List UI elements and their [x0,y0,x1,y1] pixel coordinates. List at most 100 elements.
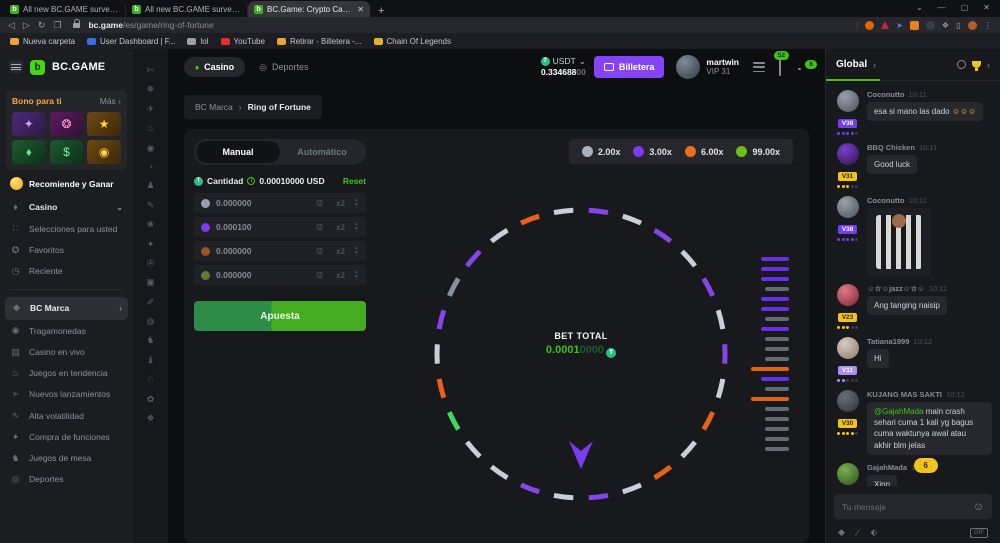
avatar[interactable] [836,284,859,306]
bet-amount-value[interactable]: 0.000100 [216,222,252,232]
tab-automatic[interactable]: Automático [297,147,347,157]
new-messages-pill[interactable]: 6 [913,458,938,473]
game-category-icon[interactable]: ♟ [146,180,155,191]
emoji-picker-icon[interactable]: ☺ [972,500,984,513]
minimize-button[interactable]: — [937,2,946,12]
game-category-icon[interactable]: ♝ [146,354,155,365]
sidebar-item[interactable]: ✪ Favoritos [0,240,133,261]
bookmark-item[interactable]: YouTube [220,37,265,46]
user-avatar[interactable] [676,55,701,79]
tab-manual[interactable]: Manual [196,141,280,163]
stepper[interactable]: ▲ ▼ [354,221,359,232]
bookmark-item[interactable]: Nueva carpeta [10,37,75,46]
bcgame-logo-text[interactable]: BC.GAME [52,61,106,73]
double-button[interactable]: x2 [336,246,345,256]
breadcrumb-parent[interactable]: BC Marca [195,102,233,112]
shield-extension-icon[interactable] [865,20,875,30]
bet-amount-value[interactable]: 0.000000 [216,198,252,208]
close-window-button[interactable]: ✕ [983,2,990,12]
stepper[interactable]: ▲ ▼ [354,197,359,208]
game-category-icon[interactable]: ♘ [146,374,155,385]
chat-username[interactable]: Coconutto 10:11 [867,90,992,99]
side-panel-icon[interactable]: ▯ [956,20,961,30]
sidebar-item-casino[interactable]: ♦ Casino ⌄ [0,197,133,218]
chat-username[interactable]: ☺☆☺jazz☺☆☺ 10:11 [867,284,992,293]
sidebar-item[interactable]: ♨ Juegos en tendencia [0,363,133,384]
bet-amount-value[interactable]: 0.000000 [216,270,252,280]
user-meta[interactable]: martwin VIP 31 [706,57,739,77]
sidebar-item[interactable]: ∿ Alta volatilidad [0,405,133,426]
avatar[interactable] [836,462,859,485]
promo-tile[interactable]: ◉ [87,140,121,164]
bookmark-item[interactable]: Chain Of Legends [373,37,451,46]
inbox-button[interactable]: 52 [773,51,789,76]
game-category-icon[interactable]: ❀ [146,219,155,230]
stepper[interactable]: ▲ ▼ [354,245,359,256]
browser-tab[interactable]: b All new BC.GAME survey & feedback [126,1,248,17]
reload-icon[interactable]: ↻ [37,19,46,30]
collapse-chat-icon[interactable]: › [987,59,990,70]
game-category-icon[interactable]: ✇ [146,257,155,268]
promo-tile[interactable]: ★ [87,112,121,136]
browser-menu-icon[interactable]: ⋮ [983,19,993,30]
chat-username[interactable]: Tatiana1999 10:12 [867,337,992,346]
game-category-icon[interactable]: ✐ [146,296,155,307]
chat-channel-tab[interactable]: Global [836,59,868,70]
promo-tile[interactable]: ♦ [12,140,46,164]
avatar[interactable] [836,390,859,412]
double-button[interactable]: x2 [336,270,345,280]
mention[interactable]: @GajahMada [874,407,924,416]
avatar[interactable] [836,337,859,359]
reset-button[interactable]: Reset [342,176,366,186]
game-category-icon[interactable]: ◍ [146,316,155,327]
game-category-icon[interactable]: ✿ [146,393,155,404]
half-button[interactable]: /2 [316,198,323,208]
nav-casino-button[interactable]: ♦ Casino [184,57,246,77]
bookmark-item[interactable]: User Dashboard | F... [87,37,175,46]
avatar[interactable] [836,90,859,112]
dark-extension-icon[interactable] [925,20,935,30]
chat-input[interactable]: Tu mensaje ☺ [834,494,992,519]
sidebar-item[interactable]: ◎ Deportes [0,469,133,490]
referral-link[interactable]: Recomiende y Ganar [10,177,123,190]
game-category-icon[interactable]: ♞ [146,335,155,346]
game-category-icon[interactable]: ✦ [146,238,155,249]
browser-profile-avatar[interactable] [967,20,977,30]
bookmark-item[interactable]: lol [187,37,209,46]
back-icon[interactable]: ◁ [8,19,15,30]
sidebar-item[interactable]: ∷ Selecciones para usted [0,218,133,239]
sidebar-item[interactable]: ✦ Compra de funciones [0,427,133,448]
avatar[interactable] [836,143,859,165]
sidebar-item[interactable]: ➣ Nuevos lanzamientos [0,384,133,405]
maximize-button[interactable]: ▢ [960,2,969,12]
bookmark-icon[interactable]: ❐ [53,19,62,30]
address-bar[interactable]: bc.game/es/game/ring-of-fortune [88,20,213,30]
coin-drop-icon[interactable]: ◆ [838,527,845,537]
bet-list-button[interactable] [753,62,765,72]
pen-icon[interactable]: ∕ [856,527,859,538]
sidebar-item[interactable]: ❖ BC Marca › [5,297,128,321]
chat-username[interactable]: Coconutto 10:11 [867,196,992,205]
metamask-icon[interactable] [909,20,919,30]
chat-username[interactable]: BBQ Chicken 10:11 [867,143,992,152]
sidebar-item[interactable]: ♞ Juegos de mesa [0,448,133,469]
bonus-more-link[interactable]: Más › [99,96,121,106]
chat-username[interactable]: KUJANG MAS SAKTI 10:12 [867,390,992,399]
breadcrumb[interactable]: BC Marca › Ring of Fortune [184,95,322,119]
rules-icon[interactable] [957,60,966,69]
promo-tile[interactable]: $ [49,140,84,164]
trophy-icon[interactable] [972,61,981,71]
chevron-right-icon[interactable]: › [873,59,877,70]
half-button[interactable]: /2 [316,222,323,232]
double-button[interactable]: x2 [336,198,345,208]
avatar[interactable] [836,196,859,218]
game-category-icon[interactable]: ◉ [146,142,155,153]
half-button[interactable]: /2 [316,246,323,256]
sidebar-item[interactable]: ▤ Casino en vivo [0,342,133,363]
bet-amount-value[interactable]: 0.000000 [216,246,252,256]
game-category-icon[interactable]: ❅ [146,84,155,95]
sidebar-item[interactable]: ◉ Tragamonedas [0,320,133,341]
game-category-icon[interactable]: ✎ [146,199,155,210]
browser-tab[interactable]: b BC.Game: Crypto Casino Games & ✕ [248,1,370,17]
currency-selector[interactable]: T USDT ⌄ 0.33468800 [540,56,586,77]
